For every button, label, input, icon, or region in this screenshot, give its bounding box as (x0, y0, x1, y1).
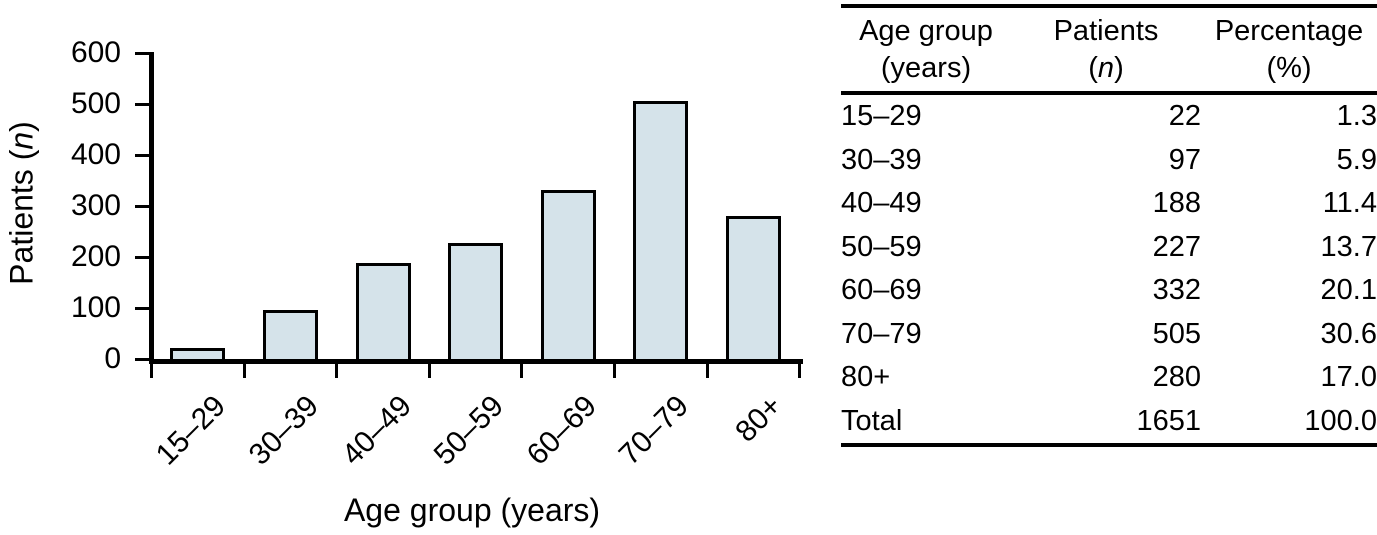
percentage-cell: 5.9 (1336, 143, 1377, 176)
y-tick-label-500: 500 (70, 87, 121, 120)
y-tick-400 (135, 153, 149, 157)
patients-cell: 188 (1152, 187, 1201, 220)
y-tick-label-200: 200 (70, 240, 121, 273)
table-header-row: Age group (years) Patients (n) Percentag… (841, 6, 1377, 95)
y-tick-0 (135, 357, 149, 361)
table-row: 60–69 332 20.1 (841, 269, 1377, 313)
paren-close: ) (1114, 51, 1124, 84)
y-axis-line (149, 52, 154, 364)
x-tick-0 (150, 364, 153, 378)
header-percentage-line1: Percentage (1214, 14, 1364, 47)
bar-70-79 (633, 101, 689, 362)
x-tick-label-50-59: 50–59 (427, 389, 511, 472)
table-row: 30–39 97 5.9 (841, 139, 1377, 183)
y-tick-600 (135, 51, 149, 55)
y-tick-label-300: 300 (70, 189, 121, 222)
percentage-cell: 20.1 (1320, 274, 1377, 307)
patients-cell: 1651 (1136, 404, 1201, 437)
header-percentage: Percentage (%) (1201, 6, 1377, 95)
x-tick-5 (613, 364, 616, 378)
y-tick-label-100: 100 (70, 291, 121, 324)
table-row: Total 1651 100.0 (841, 400, 1377, 446)
percentage-cell: 1.3 (1336, 100, 1377, 133)
age-group-cell: 15–29 (841, 100, 922, 133)
header-patients: Patients (n) (1011, 6, 1201, 95)
bar-40-49 (355, 263, 411, 362)
table-row: 40–49 188 11.4 (841, 182, 1377, 226)
patients-cell: 22 (1168, 100, 1201, 133)
summary-table-wrap: Age group (years) Patients (n) Percentag… (841, 4, 1377, 447)
age-group-cell: Total (841, 404, 903, 437)
table-row: 50–59 227 13.7 (841, 226, 1377, 270)
patients-cell: 280 (1152, 361, 1201, 394)
percentage-cell: 100.0 (1304, 404, 1377, 437)
x-tick-label-80plus: 80+ (728, 389, 789, 449)
x-tick-2 (335, 364, 339, 378)
x-tick-label-70-79: 70–79 (613, 389, 696, 472)
bar-50-59 (448, 243, 504, 362)
x-tick-7 (798, 364, 802, 378)
header-italic-n: n (1097, 51, 1115, 84)
age-group-cell: 30–39 (841, 143, 922, 176)
percentage-cell: 17.0 (1320, 361, 1377, 394)
bar-30-39 (262, 310, 318, 362)
y-tick-300 (135, 204, 149, 208)
bar-80plus (725, 216, 781, 362)
x-axis-title: Age group (years) (343, 492, 601, 528)
age-group-cell: 80+ (841, 361, 891, 394)
y-tick-label-0: 0 (104, 342, 121, 375)
summary-table: Age group (years) Patients (n) Percentag… (841, 4, 1377, 447)
patients-cell: 227 (1152, 230, 1201, 263)
header-patients-line2: (n) (1011, 50, 1201, 87)
x-tick-6 (705, 364, 709, 378)
header-percentage-line2: (%) (1266, 51, 1312, 84)
y-tick-200 (135, 255, 149, 259)
table-row: 70–79 505 30.6 (841, 313, 1377, 357)
percentage-cell: 30.6 (1320, 317, 1377, 350)
paren-open: ( (1088, 51, 1098, 84)
x-tick-label-15-29: 15–29 (150, 389, 233, 472)
age-group-cell: 70–79 (841, 317, 922, 350)
x-tick-1 (242, 364, 246, 378)
header-age-group-line2: (years) (880, 51, 972, 84)
percentage-cell: 13.7 (1320, 230, 1377, 263)
age-group-cell: 60–69 (841, 274, 922, 307)
x-tick-3 (427, 364, 431, 378)
y-tick-500 (135, 102, 149, 106)
patients-cell: 332 (1152, 274, 1201, 307)
age-group-cell: 50–59 (841, 230, 922, 263)
x-tick-4 (520, 364, 524, 378)
x-tick-label-60-69: 60–69 (520, 389, 603, 472)
table-row: 15–29 22 1.3 (841, 93, 1377, 139)
y-tick-label-400: 400 (70, 138, 121, 171)
age-group-cell: 40–49 (841, 187, 922, 220)
y-tick-100 (135, 306, 149, 310)
header-age-group-line1: Age group (859, 14, 993, 47)
y-axis-title-paren-close: ) (3, 121, 40, 132)
header-age-group: Age group (years) (841, 6, 1011, 95)
patients-cell: 505 (1152, 317, 1201, 350)
patients-cell: 97 (1168, 143, 1201, 176)
header-patients-line1: Patients (1053, 14, 1159, 47)
x-tick-label-40-49: 40–49 (335, 389, 418, 472)
table-body: 15–29 22 1.3 30–39 97 5.9 40–49 188 11.4 50–59 227… (841, 93, 1377, 445)
y-tick-label-600: 600 (70, 36, 121, 69)
bar-60-69 (540, 190, 596, 362)
x-tick-label-30-39: 30–39 (242, 389, 326, 472)
table-header: Age group (years) Patients (n) Percentag… (841, 6, 1377, 95)
percentage-cell: 11.4 (1322, 187, 1377, 220)
table-row: 80+ 280 17.0 (841, 356, 1377, 400)
bar-15-29 (170, 348, 226, 362)
